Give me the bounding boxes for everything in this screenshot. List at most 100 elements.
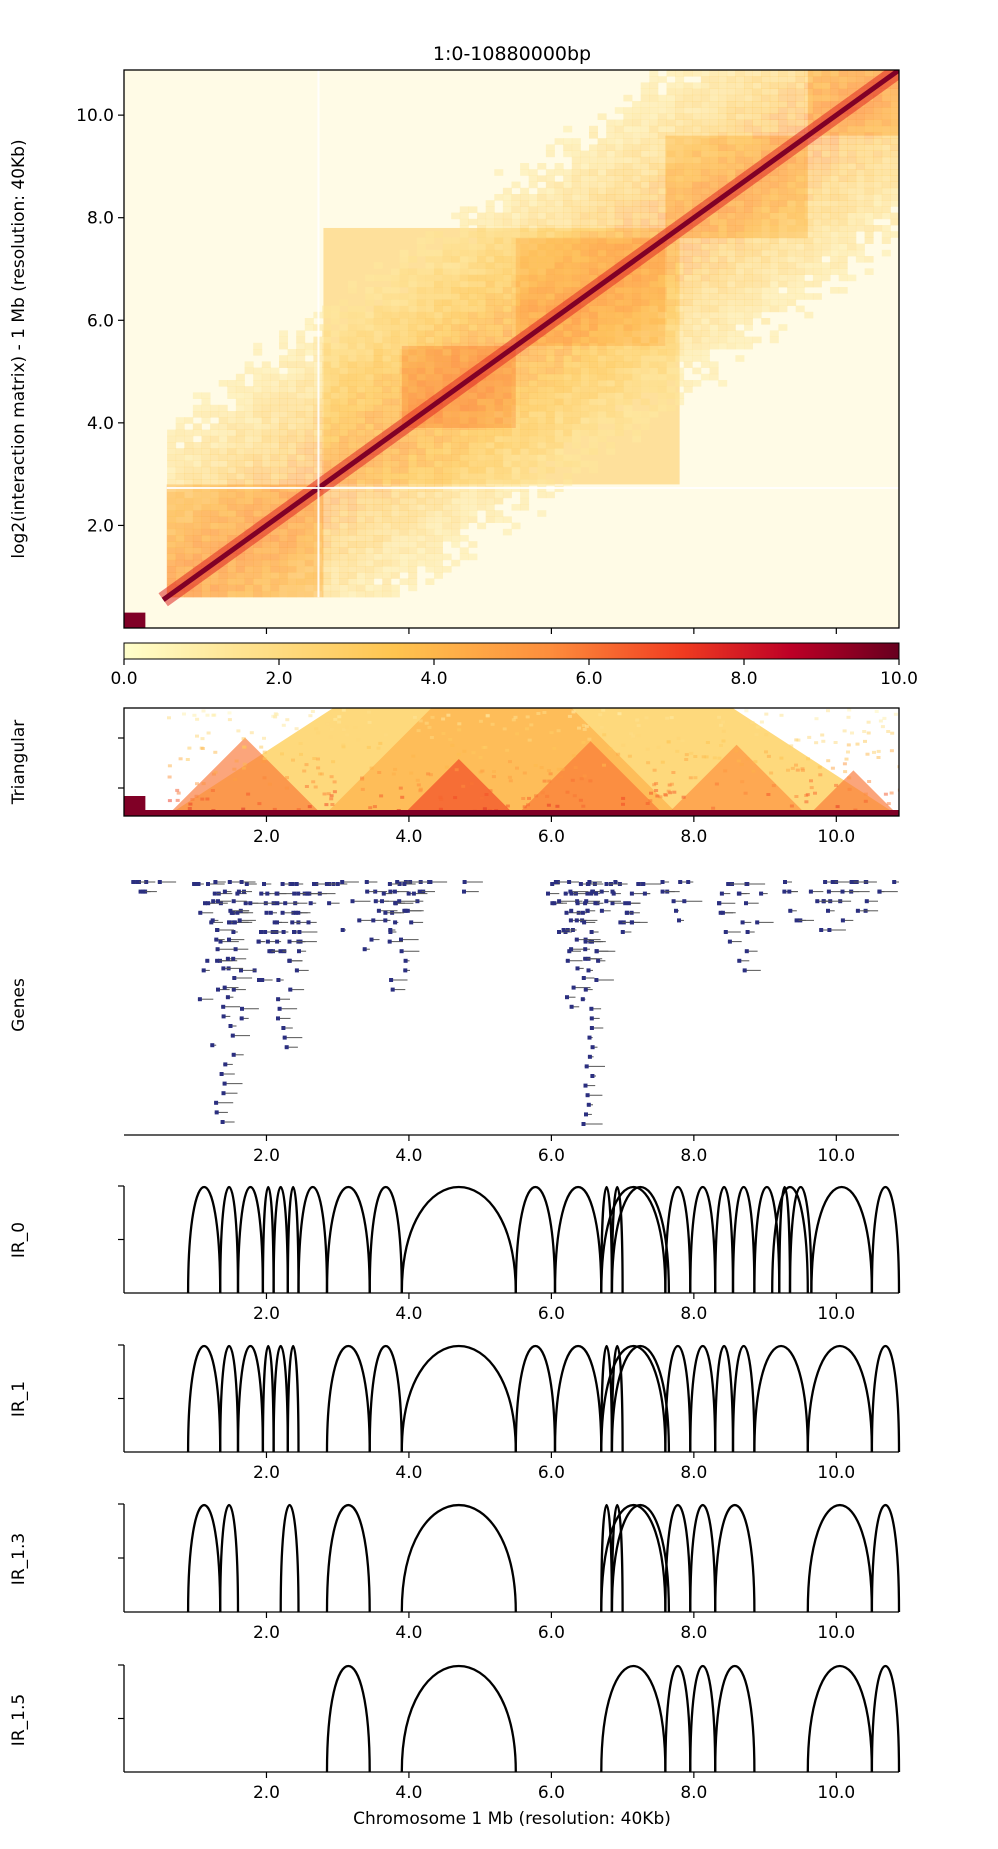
hic-cell — [528, 249, 538, 257]
hic-cell — [192, 547, 202, 554]
hic-cell — [451, 324, 461, 331]
hic-cell — [347, 522, 357, 530]
hic-cell — [339, 535, 349, 542]
hic-cell — [382, 541, 392, 548]
hic-cell — [459, 479, 469, 486]
hic-cell — [752, 336, 762, 344]
hic-cell — [365, 504, 375, 511]
hic-cell — [425, 535, 435, 542]
gene-exon — [221, 1091, 226, 1096]
hic-cell — [640, 311, 650, 319]
hic-cell — [451, 510, 461, 517]
hic-cell — [545, 398, 555, 406]
hic-cell — [589, 367, 598, 375]
hic-cell — [442, 522, 452, 530]
hic-cell — [210, 572, 220, 579]
hic-cell — [545, 423, 555, 430]
hic-cell — [683, 113, 693, 120]
hic-cell — [339, 454, 349, 461]
hic-cell — [459, 423, 469, 430]
gene-exon — [196, 882, 201, 886]
hic-cell — [795, 262, 805, 269]
hic-cell — [210, 528, 220, 536]
hic-cell — [597, 212, 607, 220]
hic-cell — [356, 404, 366, 412]
hic-cell — [830, 70, 840, 77]
hic-cell — [864, 163, 874, 170]
hic-cell — [881, 212, 891, 220]
hic-cell — [804, 200, 814, 207]
gene-exon — [583, 947, 588, 952]
hic-cell — [580, 324, 590, 331]
triangular-cell — [428, 773, 433, 777]
hic-cell — [347, 349, 357, 356]
hic-cell — [787, 262, 797, 269]
hic-cell — [864, 76, 874, 83]
hic-cell — [494, 404, 504, 412]
hic-cell — [253, 541, 263, 548]
hic-cell — [735, 299, 745, 306]
triangular-cell — [478, 756, 483, 759]
hic-cell — [382, 398, 392, 406]
hic-cell — [571, 373, 581, 381]
hic-cell — [606, 243, 616, 251]
hic-cell — [864, 150, 874, 158]
hic-cell — [709, 311, 719, 319]
hic-cell — [718, 156, 728, 164]
triangular-cell — [689, 751, 694, 755]
hic-cell — [700, 330, 710, 337]
hic-cell — [787, 287, 797, 294]
hic-cell — [589, 355, 598, 362]
hic-cell — [511, 206, 521, 213]
hic-cell — [726, 287, 736, 294]
hic-cell — [700, 119, 710, 127]
hic-cell — [356, 380, 366, 387]
triangular-cell — [886, 730, 891, 733]
hic-cell — [210, 535, 220, 542]
triangular-cell — [446, 713, 451, 717]
hic-cell — [304, 535, 314, 542]
hic-cell — [692, 324, 702, 331]
hic-cell — [692, 101, 702, 108]
triangular-domain-4 — [665, 744, 808, 816]
hic-cell — [554, 280, 564, 288]
hic-cell — [537, 336, 547, 344]
triangular-cell — [660, 760, 665, 764]
hic-cell — [477, 218, 487, 226]
hic-cell — [881, 175, 891, 182]
hic-cell — [623, 417, 633, 424]
hic-cell — [778, 132, 788, 139]
hic-cell — [192, 473, 202, 480]
hic-cell — [330, 454, 340, 461]
hic-cell — [718, 101, 728, 108]
gene-exon — [403, 958, 408, 963]
hic-cell — [597, 398, 607, 406]
hic-cell — [167, 479, 177, 486]
hic-cell — [373, 460, 383, 468]
hic-cell — [554, 181, 564, 189]
hic-cell — [408, 473, 418, 480]
hic-cell — [890, 163, 899, 170]
hic-cell — [382, 460, 392, 468]
gene-exon — [259, 891, 264, 896]
hic-cell — [425, 268, 435, 275]
hic-cell — [235, 497, 245, 505]
hic-cell — [382, 349, 392, 356]
colorbar-tick-label: 6.0 — [575, 669, 602, 689]
hic-cell — [287, 423, 297, 430]
hic-cell — [356, 547, 366, 554]
hic-cell — [804, 237, 814, 244]
hic-cell — [296, 528, 306, 536]
hic-cell — [649, 200, 659, 207]
hic-cell — [287, 541, 297, 548]
hic-cell — [373, 361, 383, 368]
hic-cell — [718, 318, 728, 325]
hic-cell — [545, 429, 555, 437]
hic-cell — [416, 280, 426, 288]
hic-cell — [416, 367, 426, 375]
hic-cell — [425, 355, 435, 362]
hic-cell — [296, 349, 306, 356]
hic-cell — [339, 336, 349, 344]
hic-cell — [442, 249, 452, 257]
hic-cell — [356, 510, 366, 517]
